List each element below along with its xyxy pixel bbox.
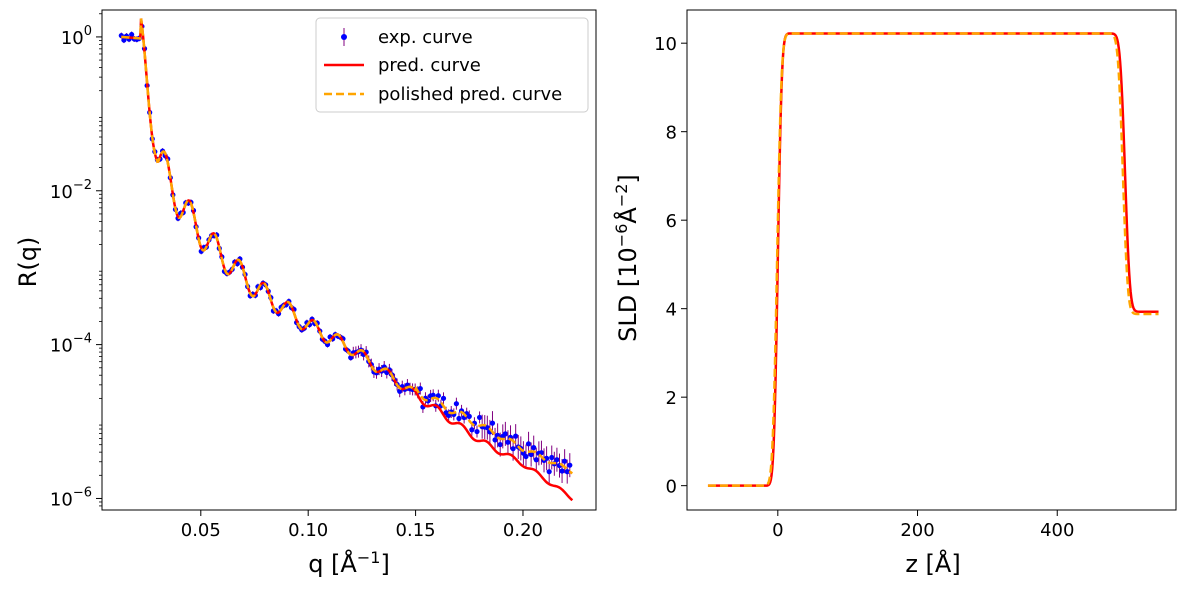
exp-curve-point [523, 453, 529, 460]
reflectivity-y-axis-label: R(q) [14, 237, 42, 288]
reflectivity-y-ticks: 100 10−2 10−4 10−6 [50, 13, 102, 510]
y-tick-label: 10−4 [50, 332, 92, 357]
y-tick-label: 2 [666, 388, 677, 409]
legend-marker-icon [341, 34, 347, 40]
reflectivity-axes-frame [101, 9, 597, 511]
x-tick-label: 400 [1040, 520, 1074, 541]
legend-box [315, 17, 589, 113]
exp-curve-point [453, 401, 459, 407]
exp-curve-point [489, 420, 496, 426]
exp-curve-point [495, 432, 501, 438]
exp-curve-point [417, 385, 423, 392]
exp-curve-point [525, 441, 532, 447]
sld-polished-pred-curve-line [707, 32, 1159, 487]
exp-curve-point [474, 428, 480, 435]
exp-curve-point [549, 454, 555, 461]
exp-curve-point [129, 31, 135, 38]
exp-curve-point [497, 441, 503, 448]
sld-axes-frame [686, 9, 1177, 511]
x-tick-label: 0.05 [181, 520, 221, 541]
exp-curve-point [567, 462, 573, 468]
x-tick-label: 0.15 [396, 520, 436, 541]
x-tick-label: 0 [772, 520, 783, 541]
exp-curve-point [531, 445, 537, 451]
reflectivity-x-ticks: 0.05 0.10 0.15 0.20 [181, 510, 543, 541]
exp-curve-point [564, 469, 570, 475]
legend-label-exp-curve: exp. curve [378, 27, 473, 48]
legend-label-pred-curve: pred. curve [378, 55, 481, 76]
sld-plot-area [707, 32, 1159, 487]
exp-curve-point [456, 415, 462, 422]
exp-curve-point [528, 451, 534, 458]
exp-curve-point [546, 469, 552, 475]
sld-y-axis-label: SLD [10−6​Å−2​] [612, 174, 642, 342]
sld-x-axis-label: z [Å] [905, 549, 960, 578]
legend-label-polished-pred-curve: polished pred. curve [378, 84, 562, 105]
exp-curve-point [533, 457, 539, 463]
exp-curve-point [476, 414, 483, 421]
exp-curve-point [435, 393, 441, 399]
sld-panel: 0 200 400 0 2 4 6 8 10 z [Å] SLD [10−6​Å−2​] [612, 9, 1177, 578]
legend-entry-pred-curve: pred. curve [324, 55, 481, 76]
reflectivity-panel: 0.05 0.10 0.15 0.20 100 10−2 10−4 10−6 q [Å−1​… [14, 9, 597, 578]
y-tick-label: 8 [666, 123, 677, 144]
y-tick-label: 10−2 [50, 178, 92, 203]
legend: exp. curve pred. curve polished pred. cu… [315, 17, 589, 113]
reflectivity-plot-area [118, 18, 574, 502]
y-tick-label: 0 [666, 477, 677, 498]
sld-x-ticks: 0 200 400 [772, 510, 1074, 541]
y-tick-label: 10−6 [50, 485, 92, 510]
y-tick-label: 100 [61, 24, 92, 49]
exp-curve-point [513, 433, 519, 439]
polished-pred-curve-line [121, 18, 573, 475]
exp-curve-point [121, 37, 127, 43]
exp-curve-point [505, 439, 511, 445]
exp-curve-point [510, 446, 516, 452]
exp-curve-point [348, 355, 354, 361]
exp-curve-point [469, 427, 475, 433]
exp-curve-point [559, 468, 565, 474]
legend-entry-exp-curve: exp. curve [341, 27, 473, 48]
sld-y-ticks: 0 2 4 6 8 10 [654, 34, 687, 498]
exp-curve-point [554, 457, 560, 463]
exp-curve-point [466, 413, 472, 419]
x-tick-label: 0.10 [288, 520, 328, 541]
exp-curve-point [492, 437, 498, 443]
x-tick-label: 200 [900, 520, 934, 541]
exp-curve-point [562, 458, 568, 464]
exp-curve-point [544, 455, 550, 461]
sld-pred-curve-line [707, 32, 1159, 487]
y-tick-label: 6 [666, 211, 677, 232]
y-tick-label: 4 [666, 300, 677, 321]
y-tick-label: 10 [654, 34, 677, 55]
exp-curve-point [502, 431, 508, 437]
x-tick-label: 0.20 [503, 520, 543, 541]
exp-curve-point [440, 395, 447, 401]
reflectivity-x-axis-label: q [Å−1​] [308, 548, 390, 578]
exp-curve-point [430, 392, 436, 398]
legend-entry-polished-pred-curve: polished pred. curve [324, 84, 562, 105]
